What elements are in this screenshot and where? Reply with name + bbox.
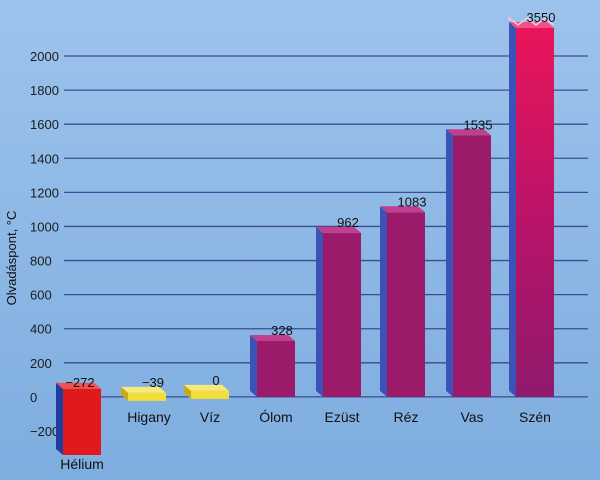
bars [56,16,555,455]
value-label: 328 [271,323,293,338]
bar-szén [516,28,554,397]
bar-side-face [250,335,257,397]
axis-break-mark [508,16,555,27]
y-tick-label: 1800 [30,83,59,98]
y-tick-label: 1000 [30,219,59,234]
y-tick-label: 1600 [30,117,59,132]
y-tick-label: 2000 [30,49,59,64]
bar-top-face [446,129,491,136]
bar-ólom [257,341,295,397]
category-label: Higany [127,409,171,425]
bar-side-face [446,129,453,397]
bar-side-face [56,382,63,455]
value-label: −39 [142,375,164,390]
category-label: Hélium [60,456,104,472]
category-label: Víz [200,409,220,425]
bar-higany [128,392,166,401]
y-tick-label: −200 [30,424,59,439]
y-tick-label: 400 [30,322,52,337]
category-label: Vas [460,409,483,425]
bar-réz [387,212,425,397]
y-axis-ticks: −200 0 200 400 600 800 1000 1200 1400 1600 1800 200… [30,49,59,439]
value-label: 3550 [527,10,556,25]
category-label: Szén [519,409,551,425]
bar-ezüst [323,232,361,397]
y-axis-label: Olvadáspont, °C [4,211,19,306]
value-label: 1535 [464,117,493,132]
value-label: 962 [337,215,359,230]
bar-top-face [56,382,101,389]
category-label: Ezüst [324,409,359,425]
value-label: −272 [65,375,94,390]
bar-top-face [121,386,166,393]
y-tick-label: 1400 [30,151,59,166]
bar-side-face [380,206,387,397]
bar-top-face [316,226,361,233]
category-label: Ólom [259,409,292,425]
category-label: Réz [394,409,419,425]
y-tick-label: 200 [30,356,52,371]
bar-side-face [184,384,191,399]
y-tick-label: 800 [30,254,52,269]
bar-side-face [509,22,516,397]
bar-vas [453,135,491,397]
bar-top-face [184,384,229,391]
labels: −272 Hélium −39 Higany 0 Víz 328 Ólom 962 Ezüst 10… [60,10,555,472]
bar-top-face [250,335,295,341]
bar-hélium [63,388,101,455]
bar-top-face [380,206,425,213]
bar-side-face [121,386,128,401]
y-tick-label: 1200 [30,185,59,200]
y-tick-label: 0 [30,390,37,405]
value-label: 1083 [398,194,427,209]
value-label: 0 [212,373,219,388]
bar-side-face [316,226,323,397]
y-tick-label: 600 [30,288,52,303]
bar-víz [191,390,229,399]
